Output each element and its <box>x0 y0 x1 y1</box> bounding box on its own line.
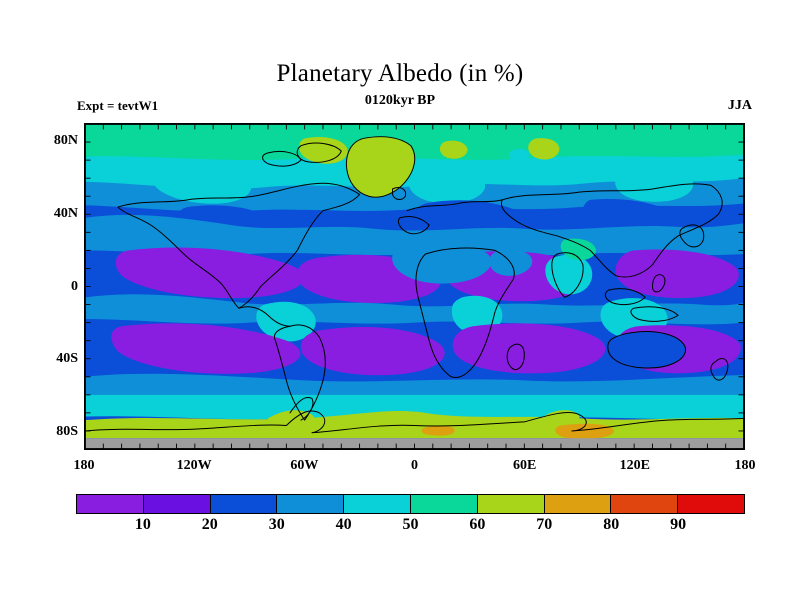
x-tick-label: 180 <box>73 458 95 473</box>
chart-subtitle: 0120kyr BP <box>364 93 436 108</box>
x-tick-label: 120W <box>176 458 212 473</box>
x-tick-label: 180 <box>734 458 756 473</box>
experiment-label: Expt = tevtW1 <box>77 98 159 113</box>
y-tick-label: 80S <box>56 423 78 439</box>
x-tick-label: 60E <box>512 458 537 473</box>
colorbar-swatch <box>543 495 611 513</box>
colorbar-swatch <box>610 495 678 513</box>
page-title: Planetary Albedo (in %) <box>276 60 524 87</box>
colorbar-tick-label: 70 <box>536 516 553 533</box>
colorbar-swatch <box>142 495 210 513</box>
colorbar-tick-label: 80 <box>603 516 620 533</box>
x-tick-label: 120E <box>619 458 650 473</box>
colorbar-tick-label: 30 <box>268 516 285 533</box>
colorbar-tick-label: 10 <box>134 516 151 533</box>
colorbar-tick-label: 20 <box>201 516 218 533</box>
map-plot-area <box>84 123 745 450</box>
y-axis-labels: 80N 40N 0 40S 80S <box>0 123 78 450</box>
season-label: JJA <box>727 98 752 113</box>
y-tick-label: 0 <box>71 278 78 294</box>
albedo-contour-map <box>85 124 744 449</box>
colorbar <box>76 494 745 514</box>
x-tick-label: 60W <box>290 458 319 473</box>
colorbar-swatch <box>476 495 544 513</box>
colorbar-tick-label: 60 <box>469 516 486 533</box>
colorbar-tick-label: 50 <box>402 516 419 533</box>
colorbar-swatch <box>343 495 410 513</box>
colorbar-swatch <box>77 495 143 513</box>
colorbar-labels: 10 20 30 40 50 60 70 80 90 <box>76 516 745 538</box>
colorbar-swatch <box>409 495 477 513</box>
x-axis-labels: 180 120W 60W 0 60E 120E 180 <box>74 458 756 480</box>
colorbar-swatch <box>276 495 344 513</box>
y-tick-label: 40S <box>56 351 78 367</box>
colorbar-swatch <box>677 495 744 513</box>
colorbar-tick-label: 40 <box>335 516 352 533</box>
colorbar-tick-label: 90 <box>670 516 687 533</box>
y-tick-label: 80N <box>53 133 78 149</box>
y-tick-label: 40N <box>53 205 78 221</box>
colorbar-swatch <box>209 495 277 513</box>
x-tick-label: 0 <box>411 458 418 473</box>
